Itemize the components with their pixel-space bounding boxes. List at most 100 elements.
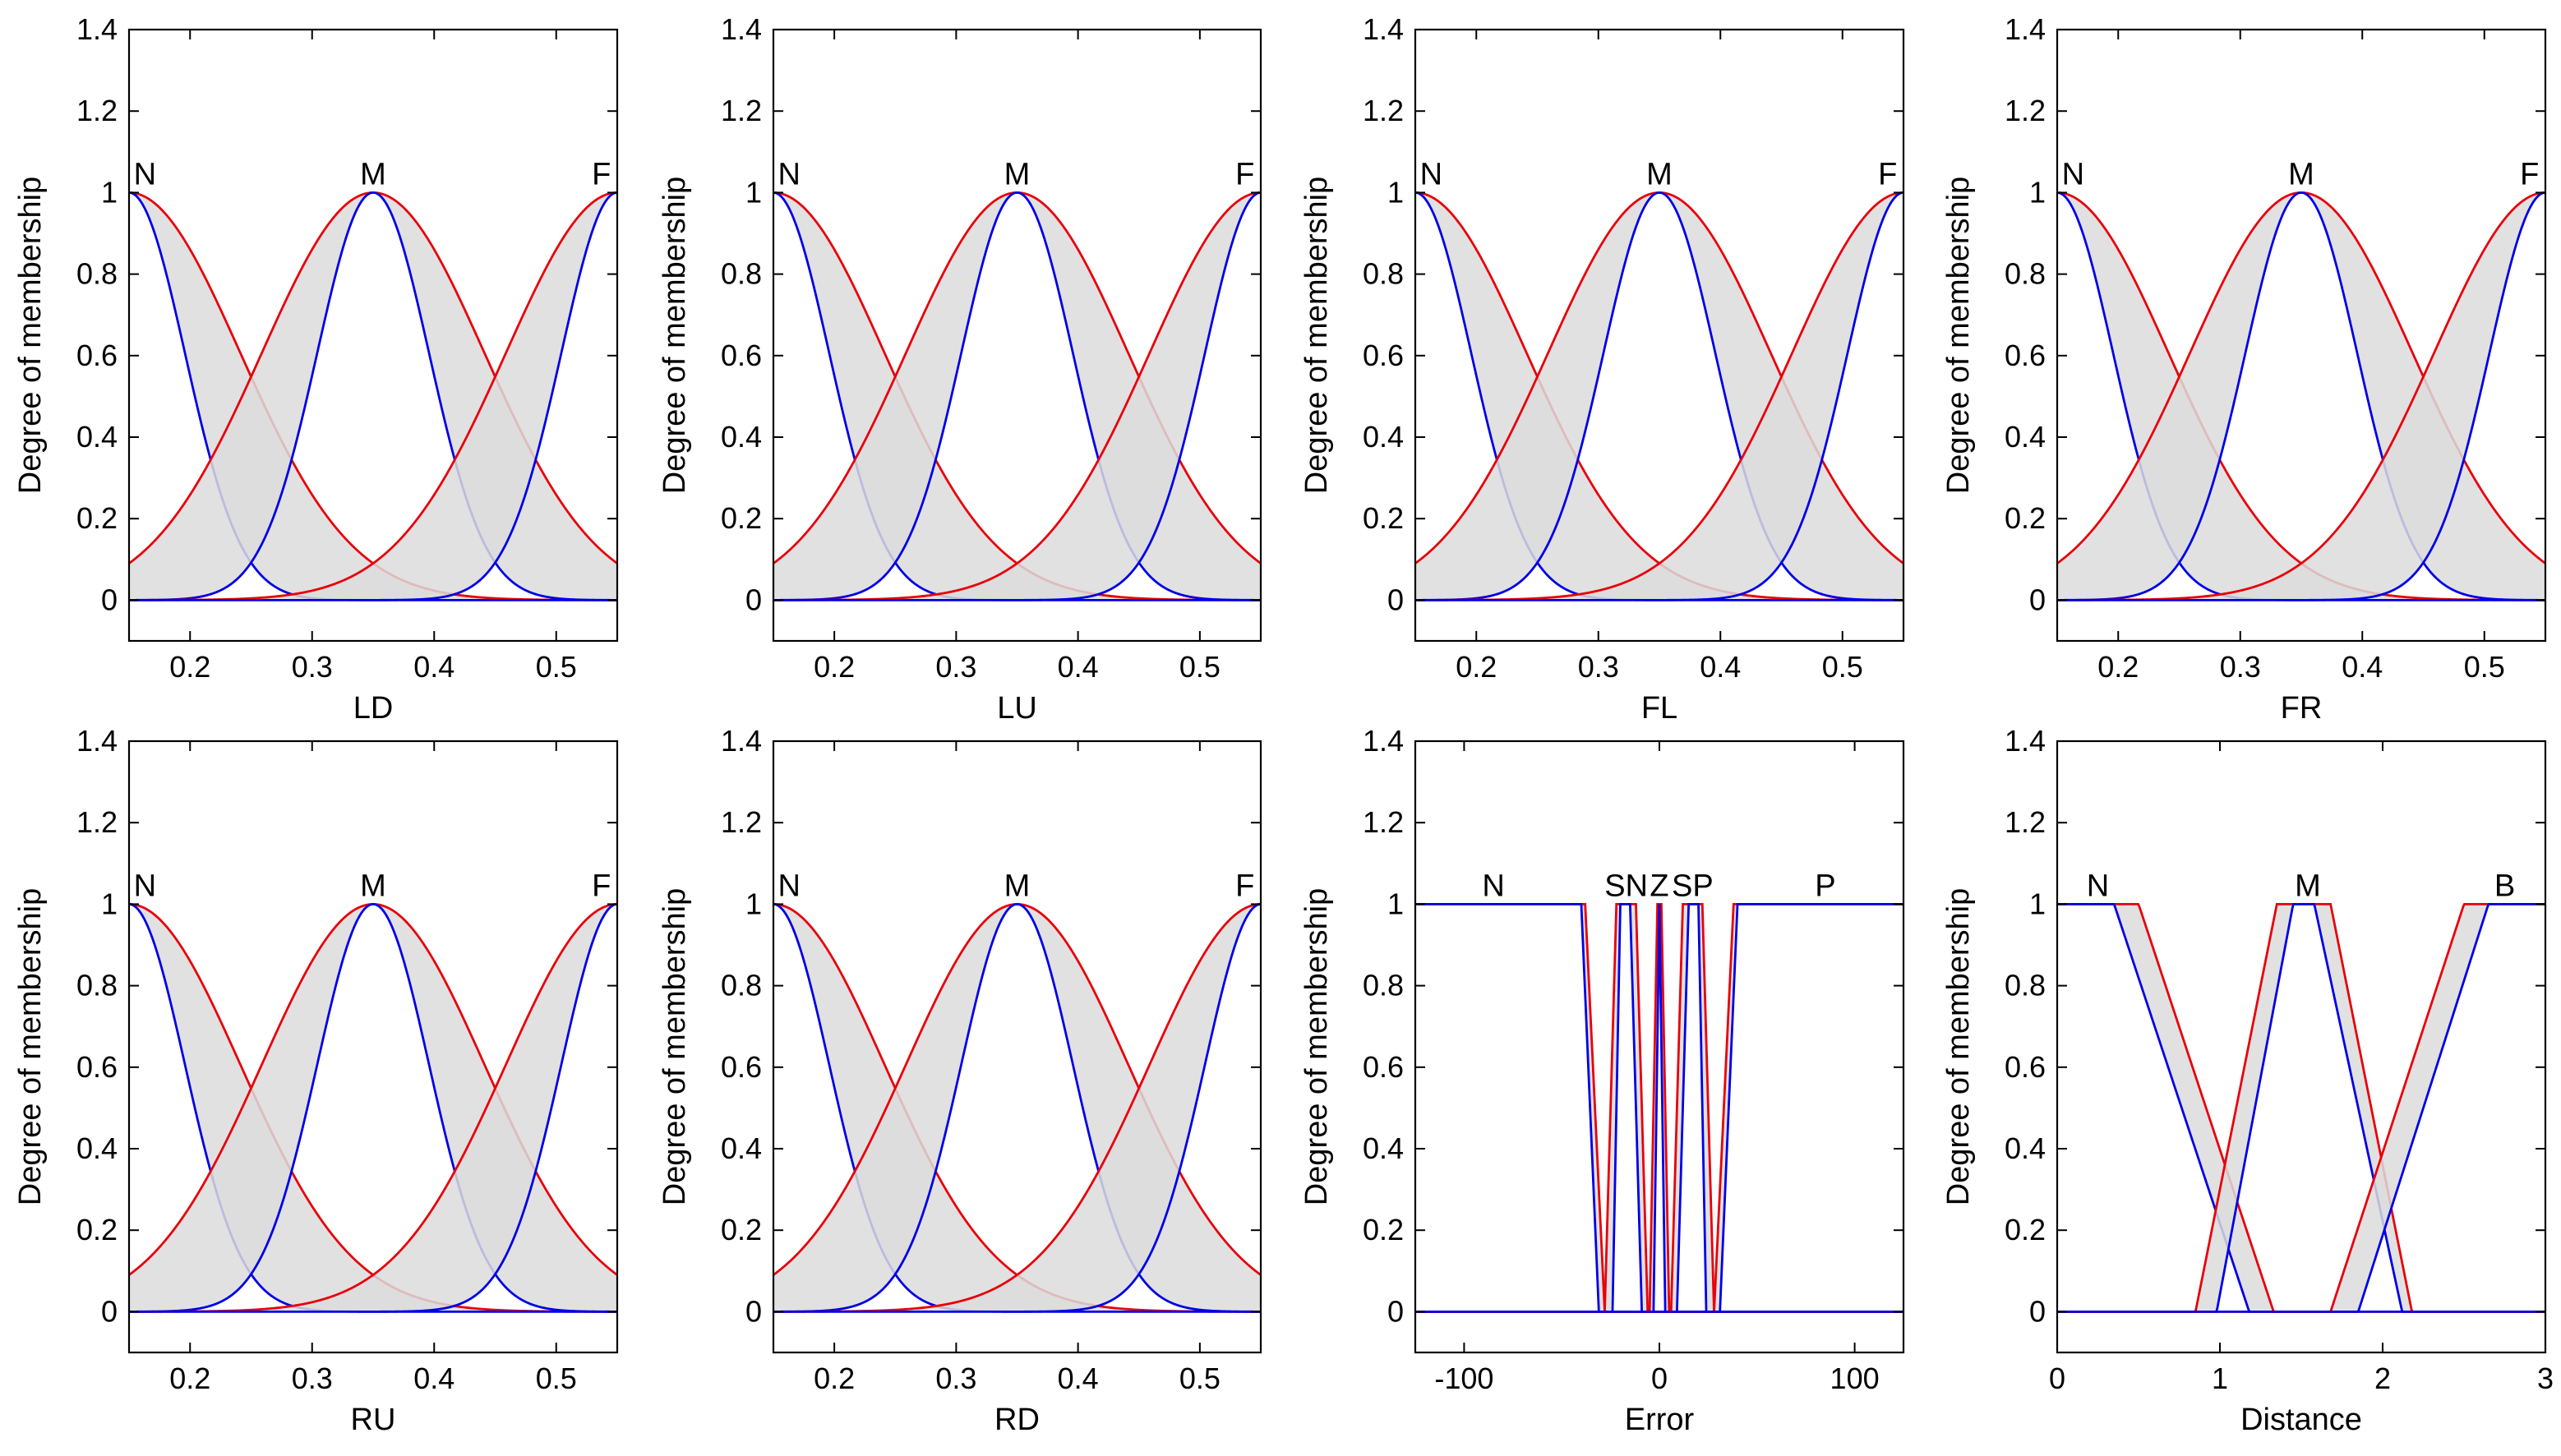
mf-label-ru-n: N <box>134 869 156 903</box>
x-tick-label-fr: 0.2 <box>2097 650 2139 684</box>
x-tick-label-rd: 0.2 <box>814 1362 855 1395</box>
x-tick-label-distance: 1 <box>2212 1362 2228 1395</box>
y-tick-label-error: 0 <box>1387 1294 1404 1328</box>
x-tick-label-ru: 0.4 <box>413 1362 455 1395</box>
x-tick-label-lu: 0.4 <box>1058 650 1099 684</box>
mf-label-fl-m: M <box>1646 157 1673 191</box>
y-tick-label-rd: 0.4 <box>721 1131 762 1165</box>
y-tick-label-lu: 0 <box>745 583 762 616</box>
axes-frame-rd <box>772 740 1262 1354</box>
mf-label-ld-m: M <box>360 157 386 191</box>
fou-fr-f <box>2057 192 2545 601</box>
x-tick-label-lu: 0.3 <box>935 650 976 684</box>
fou-distance-b <box>2057 904 2545 1312</box>
panel-rd: N M F 0 0.2 0.4 0.6 0.8 1 1.2 1.4 0.2 0.3 0.4 0.5 RD Deg… <box>658 724 1262 1437</box>
plot-area-fl <box>1415 191 1903 601</box>
x-tick-label-ru: 0.5 <box>536 1362 577 1395</box>
y-tick-label-ru: 0.2 <box>76 1213 118 1246</box>
fou-rd-f <box>773 904 1261 1312</box>
axes-frame-fl <box>1414 28 1905 643</box>
axes-frame-fr <box>2056 28 2547 643</box>
lower-mf-rd-m <box>773 902 1261 1313</box>
y-tick-label-ld: 1.4 <box>76 12 118 46</box>
lower-mf-lu-m <box>773 191 1261 601</box>
mf-label-error-z: Z <box>1650 869 1668 903</box>
lower-mf-ld-m <box>129 191 617 601</box>
fou-ru-f <box>129 904 617 1312</box>
x-tick-label-fl: 0.3 <box>1578 650 1619 684</box>
fou-distance-m <box>2057 904 2545 1312</box>
mf-label-distance-b: B <box>2494 869 2515 903</box>
fou-lu-f <box>773 192 1261 601</box>
x-axis-title-distance: Distance <box>2240 1403 2362 1437</box>
mf-label-fr-n: N <box>2062 157 2084 191</box>
plot-area-lu <box>773 191 1261 601</box>
mf-label-rd-m: M <box>1004 869 1031 903</box>
mf-label-fr-f: F <box>2520 157 2539 191</box>
lower-mf-rd-f <box>773 903 1261 1313</box>
y-tick-label-fr: 1.2 <box>2005 94 2046 127</box>
y-tick-label-ld: 0.8 <box>76 257 118 291</box>
y-tick-label-error: 1.4 <box>1363 724 1404 758</box>
lower-mf-distance-n <box>2057 903 2545 1313</box>
y-axis-title-error: Degree of membership <box>1299 888 1334 1206</box>
y-tick-label-ld: 1.2 <box>76 94 118 127</box>
panel-ld: N M F 0 0.2 0.4 0.6 0.8 1 1.2 1.4 0.2 0.3 0.4 0.5 LD Deg… <box>13 12 619 726</box>
x-tick-label-ld: 0.5 <box>536 650 577 684</box>
mf-label-error-sp: SP <box>1672 869 1714 903</box>
x-axis-title-lu: LU <box>997 691 1037 726</box>
y-tick-label-error: 0.2 <box>1363 1213 1404 1246</box>
y-tick-label-lu: 1 <box>745 175 762 209</box>
x-tick-label-distance: 3 <box>2537 1362 2554 1395</box>
y-tick-label-rd: 1.4 <box>721 724 762 758</box>
y-tick-label-fl: 0 <box>1387 583 1404 616</box>
plot-area-ru <box>129 902 617 1313</box>
y-axis-title-ru: Degree of membership <box>13 888 48 1206</box>
y-tick-label-fl: 0.8 <box>1363 257 1404 291</box>
y-tick-label-fl: 0.2 <box>1363 501 1404 535</box>
y-axis-title-rd: Degree of membership <box>658 888 692 1206</box>
y-tick-label-ld: 1 <box>101 175 118 209</box>
y-tick-label-ld: 0 <box>101 583 118 616</box>
x-tick-label-fl: 0.2 <box>1456 650 1497 684</box>
mf-label-ru-f: F <box>592 869 611 903</box>
axes-frame-ld <box>127 28 619 643</box>
x-tick-label-ru: 0.2 <box>169 1362 210 1395</box>
plot-area-rd <box>773 902 1261 1313</box>
y-tick-label-error: 1.2 <box>1363 805 1404 839</box>
plot-area-distance <box>2057 903 2545 1313</box>
x-tick-label-ru: 0.3 <box>292 1362 333 1395</box>
lower-mf-ru-f <box>129 903 617 1313</box>
y-tick-label-distance: 0.2 <box>2005 1213 2046 1246</box>
y-tick-label-distance: 0.8 <box>2005 969 2046 1002</box>
y-tick-label-fl: 0.4 <box>1363 420 1404 454</box>
mf-label-fl-n: N <box>1420 157 1442 191</box>
y-tick-label-fl: 1 <box>1387 175 1404 209</box>
fou-fl-f <box>1415 192 1903 601</box>
axes-frame-lu <box>772 28 1262 643</box>
x-axis-title-fl: FL <box>1641 691 1677 726</box>
x-tick-label-rd: 0.4 <box>1058 1362 1099 1395</box>
y-axis-title-ld: Degree of membership <box>13 177 48 495</box>
y-tick-label-distance: 0 <box>2029 1294 2046 1328</box>
x-axis-title-rd: RD <box>994 1403 1040 1437</box>
y-tick-label-error: 0.8 <box>1363 969 1404 1002</box>
lower-mf-fl-f <box>1415 191 1903 601</box>
axes-frame-distance <box>2056 740 2547 1354</box>
y-tick-label-rd: 0.8 <box>721 969 762 1002</box>
x-tick-label-lu: 0.5 <box>1179 650 1221 684</box>
mf-label-rd-f: F <box>1235 869 1254 903</box>
y-tick-label-ru: 0.4 <box>76 1131 118 1165</box>
y-tick-label-ld: 0.2 <box>76 501 118 535</box>
lower-mf-fl-m <box>1415 191 1903 601</box>
y-axis-title-lu: Degree of membership <box>658 177 692 495</box>
y-tick-label-fr: 0 <box>2029 583 2046 616</box>
y-tick-label-distance: 1.4 <box>2005 724 2046 758</box>
y-tick-label-distance: 1.2 <box>2005 805 2046 839</box>
mf-label-error-sn: SN <box>1604 869 1648 903</box>
fou-ld-f <box>129 192 617 601</box>
upper-mf-distance-n <box>2057 903 2545 1313</box>
x-axis-title-error: Error <box>1625 1403 1695 1437</box>
mf-label-ld-n: N <box>134 157 156 191</box>
y-tick-label-ru: 0 <box>101 1294 118 1328</box>
